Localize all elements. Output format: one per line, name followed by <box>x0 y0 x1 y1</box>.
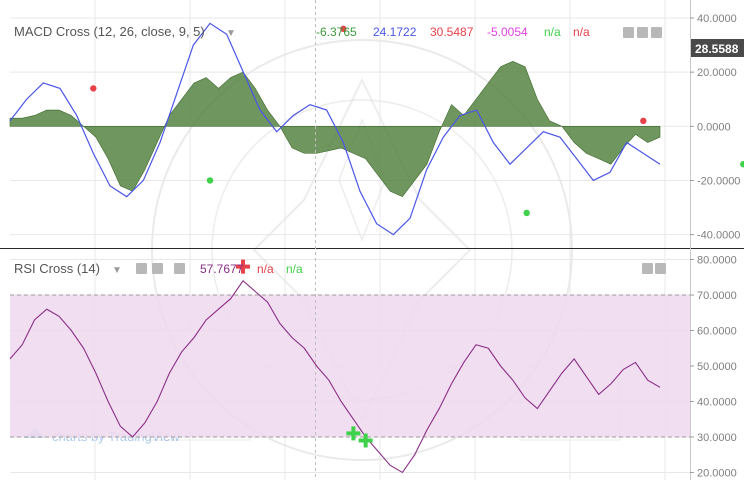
macd-cross-marker <box>90 85 97 92</box>
rsi-tick-label: 30.0000 <box>697 432 737 444</box>
legend-value: 30.5487 <box>430 25 474 39</box>
rsi-band <box>10 294 690 438</box>
macd-y-axis: 40.0000 20.0000 0.0000 -20.0000 -40.0000 <box>690 13 740 242</box>
macd-histogram-area <box>9 60 661 198</box>
macd-tick-label: -20.0000 <box>697 175 740 187</box>
legend-value: 24.1722 <box>373 25 417 39</box>
macd-cross-marker <box>340 25 347 33</box>
macd-current-value: 28.5588 <box>695 42 739 56</box>
macd-tick-label: -40.0000 <box>697 230 740 242</box>
macd-line <box>9 22 661 236</box>
legend-value: n/a <box>573 25 590 39</box>
macd-cross-marker <box>523 209 530 217</box>
macd-legend-values: -6.3765 24.1722 30.5487 -5.0054 n/a n/a <box>316 25 590 39</box>
rsi-y-axis: 80.0000 70.0000 60.0000 50.0000 40.0000 30.00… <box>690 255 737 479</box>
legend-value: -6.3765 <box>316 25 357 39</box>
macd-histogram <box>9 60 661 198</box>
rsi-tick-label: 20.0000 <box>697 467 737 479</box>
rsi-cross-marker <box>236 259 251 274</box>
cross-markers <box>90 25 744 448</box>
close-icon[interactable] <box>174 263 185 274</box>
macd-legend-label: MACD Cross (12, 26, close, 9, 5) <box>14 24 205 39</box>
macd-tick-label: 40.0000 <box>697 13 737 25</box>
macd-cross-marker <box>740 160 744 168</box>
macd-cross-marker <box>206 177 214 184</box>
chart-settings-icon[interactable] <box>152 263 163 274</box>
rsi-legend-dropdown-icon[interactable]: ▼ <box>112 265 122 276</box>
legend-value: n/a <box>257 262 274 276</box>
legend-value: 57.7677 <box>200 262 244 276</box>
macd-tick-label: 0.0000 <box>697 121 731 133</box>
rsi-tick-label: 60.0000 <box>697 326 737 338</box>
legend-value: n/a <box>286 262 303 276</box>
macd-legend: MACD Cross (12, 26, close, 9, 5) ▼ -6.37… <box>14 24 590 39</box>
rsi-line <box>9 280 661 474</box>
close-icon[interactable] <box>655 263 666 274</box>
chart-settings-icon[interactable] <box>623 27 634 38</box>
legend-value: n/a <box>544 25 561 39</box>
rsi-band-fill <box>10 295 690 437</box>
rsi-tick-label: 80.0000 <box>697 255 737 267</box>
macd-toolbar-right <box>623 27 662 38</box>
rsi-tick-label: 50.0000 <box>697 361 737 373</box>
rsi-legend-label: RSI Cross (14) <box>14 261 100 276</box>
rsi-legend: RSI Cross (14) ▼ 57.7677 n/a n/a <box>14 261 303 276</box>
rsi-legend-values: 57.7677 n/a n/a <box>200 262 303 276</box>
rsi-tick-label: 70.0000 <box>697 290 737 302</box>
macd-tick-label: 20.0000 <box>697 67 737 79</box>
macd-cross-marker <box>640 117 647 125</box>
rsi-toolbar-right <box>642 263 666 274</box>
macd-signal-line <box>9 22 661 236</box>
rsi-series-line <box>9 280 661 474</box>
macd-current-value-tag: 28.5588 <box>691 39 744 57</box>
legend-value: -5.0054 <box>487 25 528 39</box>
chart-settings-icon[interactable] <box>637 27 648 38</box>
chart-settings-icon[interactable] <box>642 263 653 274</box>
rsi-cross-marker <box>346 426 361 441</box>
rsi-tick-label: 40.0000 <box>697 396 737 408</box>
macd-legend-dropdown-icon[interactable]: ▼ <box>226 28 236 39</box>
rsi-cross-marker <box>358 433 373 448</box>
chart-settings-icon[interactable] <box>136 263 147 274</box>
close-icon[interactable] <box>651 27 662 38</box>
